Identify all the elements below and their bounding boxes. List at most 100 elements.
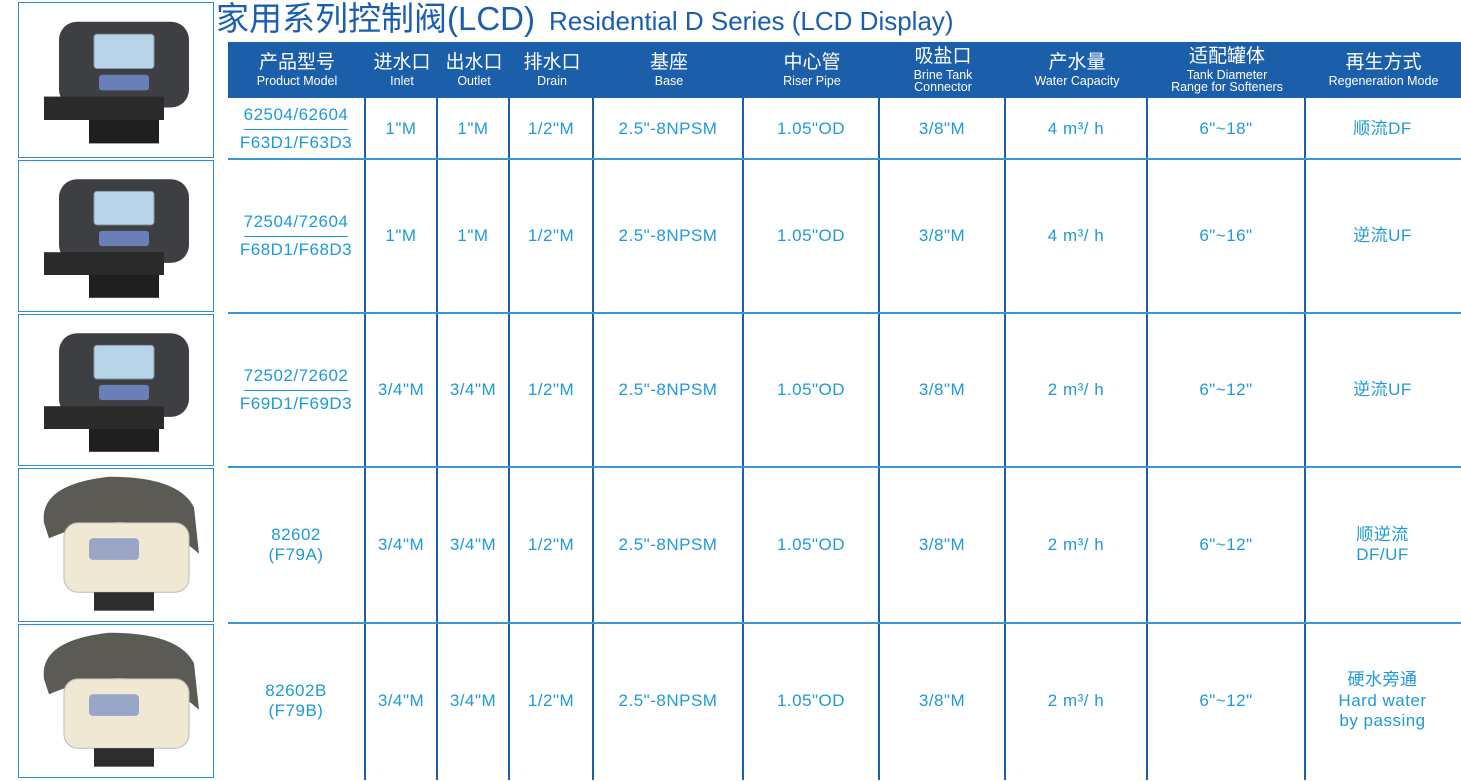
table-cell: 3/4"M [366, 314, 436, 466]
table-cell: 2.5"-8NPSM [594, 314, 742, 466]
base: 2.5"-8NPSM [618, 379, 718, 399]
tank: 6"~16" [1199, 225, 1253, 245]
table-cell: 72504/72604 F68D1/F68D3 [228, 160, 364, 312]
table-cell: 2 m³/ h [1006, 624, 1146, 778]
drain: 1/2"M [527, 690, 575, 710]
brine: 3/8"M [918, 118, 966, 138]
header-cell: 再生方式 Regeneration Mode [1306, 42, 1461, 98]
header-zh: 基座 [649, 51, 688, 73]
capacity: 4 m³/ h [1047, 225, 1105, 245]
header-cell: 出水口 Outlet [438, 42, 510, 98]
regeneration-line: Hard water [1338, 690, 1427, 710]
table-cell: 3/8"M [880, 160, 1004, 312]
outlet: 3/4"M [449, 534, 497, 554]
table-cell: 硬水旁通 Hard water by passing [1306, 624, 1459, 778]
brine: 3/8"M [918, 690, 966, 710]
column-divider [508, 42, 510, 780]
table-cell: 6"~12" [1148, 314, 1304, 466]
valve-illustration [43, 476, 200, 611]
riser: 1.05"OD [776, 379, 846, 399]
column-divider [436, 42, 438, 780]
header-zh: 再生方式 [1345, 51, 1422, 73]
brine: 3/8"M [918, 225, 966, 245]
model-line: 82602B [265, 680, 327, 700]
tank: 6"~12" [1199, 690, 1253, 710]
table-cell: 顺流DF [1306, 100, 1459, 158]
outlet: 1"M [457, 225, 489, 245]
outlet: 1"M [457, 118, 489, 138]
header-cell: 吸盐口 Brine Tank Connector [880, 42, 1006, 98]
tank: 6"~18" [1199, 118, 1253, 138]
inlet: 3/4"M [377, 690, 425, 710]
table-cell: 逆流UF [1306, 160, 1459, 312]
inlet: 3/4"M [377, 379, 425, 399]
table-cell: 62504/62604 F63D1/F63D3 [228, 100, 364, 158]
valve-illustration [44, 179, 189, 298]
table-cell: 1/2"M [510, 160, 592, 312]
table-cell: 6"~12" [1148, 468, 1304, 622]
brine: 3/8"M [918, 534, 966, 554]
table-cell: 1.05"OD [744, 624, 878, 778]
valve-illustration [43, 632, 200, 767]
table-cell: 2.5"-8NPSM [594, 160, 742, 312]
capacity: 4 m³/ h [1047, 118, 1105, 138]
table-cell: 3/4"M [438, 624, 508, 778]
capacity: 2 m³/ h [1047, 690, 1105, 710]
title-zh: 家用系列控制阀(LCD) [216, 0, 535, 37]
table-cell: 1"M [366, 100, 436, 158]
table-cell: 2 m³/ h [1006, 314, 1146, 466]
column-divider [1004, 42, 1006, 780]
column-divider [1304, 42, 1306, 780]
model-line: F69D1/F69D3 [239, 393, 353, 413]
table-cell: 6"~18" [1148, 100, 1304, 158]
row-divider [228, 158, 1461, 160]
table-cell: 3/4"M [438, 468, 508, 622]
table-cell: 1/2"M [510, 468, 592, 622]
table-cell: 82602 (F79A) [228, 468, 364, 622]
header-zh: 进水口 [373, 51, 431, 73]
title-en: Residential D Series (LCD Display) [549, 6, 954, 36]
header-en: Tank Diameter [1186, 67, 1268, 82]
table-cell: 3/8"M [880, 624, 1004, 778]
model-line: 62504/62604 [243, 105, 349, 130]
header-cell: 适配罐体 Tank Diameter Range for Softeners [1148, 42, 1306, 98]
table-cell: 1"M [366, 160, 436, 312]
table-cell: 逆流UF [1306, 314, 1459, 466]
product-image [18, 468, 214, 622]
regeneration-line: 逆流UF [1353, 379, 1412, 399]
row-divider [228, 466, 1461, 468]
table-cell: 4 m³/ h [1006, 160, 1146, 312]
header-zh: 产水量 [1048, 51, 1106, 73]
table-cell: 3/4"M [438, 314, 508, 466]
table-cell: 1.05"OD [744, 468, 878, 622]
header-cell: 产水量 Water Capacity [1006, 42, 1148, 98]
model-line: 72502/72602 [243, 366, 349, 391]
inlet: 1"M [385, 225, 417, 245]
drain: 1/2"M [527, 379, 575, 399]
header-zh: 吸盐口 [914, 45, 972, 67]
regeneration-line: 顺流DF [1353, 118, 1412, 138]
regeneration-line: 逆流UF [1353, 225, 1412, 245]
header-en: Regeneration Mode [1328, 73, 1439, 88]
base: 2.5"-8NPSM [618, 225, 718, 245]
header-zh: 出水口 [445, 51, 503, 73]
table-cell: 4 m³/ h [1006, 100, 1146, 158]
model-line: (F79A) [268, 545, 324, 564]
riser: 1.05"OD [776, 225, 846, 245]
inlet: 3/4"M [377, 534, 425, 554]
header-en: Water Capacity [1034, 73, 1120, 88]
header-cell: 中心管 Riser Pipe [744, 42, 880, 98]
table-cell: 2.5"-8NPSM [594, 468, 742, 622]
row-divider [228, 622, 1461, 624]
outlet: 3/4"M [449, 379, 497, 399]
table-cell: 82602B (F79B) [228, 624, 364, 778]
model-line: 82602 [271, 524, 321, 544]
column-divider [1146, 42, 1148, 780]
valve-illustration [44, 333, 189, 452]
header-en: Connector [914, 80, 972, 94]
table-cell: 3/8"M [880, 314, 1004, 466]
inlet: 1"M [385, 118, 417, 138]
table-cell: 顺逆流 DF/UF [1306, 468, 1459, 622]
product-image [18, 2, 214, 158]
